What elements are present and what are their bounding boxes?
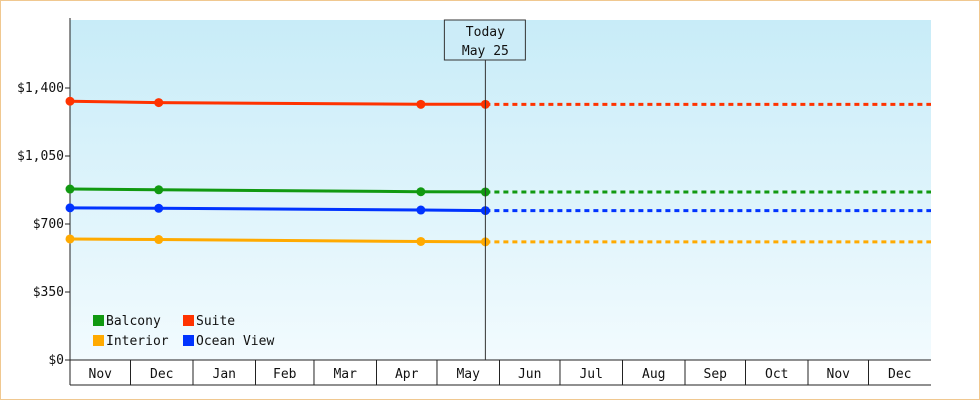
month-label: Dec	[150, 367, 173, 382]
data-point	[416, 187, 426, 197]
data-point	[65, 184, 75, 194]
y-tick-label: $700	[33, 217, 64, 232]
data-point	[416, 205, 426, 215]
month-label: Jul	[579, 367, 602, 382]
data-point	[416, 99, 426, 109]
month-label: Aug	[642, 367, 665, 382]
legend-label: Balcony	[106, 314, 161, 329]
legend-item: Ocean View	[183, 334, 274, 349]
legend: Balcony Suite Interior Ocean View	[93, 314, 274, 349]
series-line	[69, 237, 486, 244]
y-tick-label: $1,050	[17, 149, 64, 164]
y-tick-label: $0	[48, 353, 64, 368]
data-point	[154, 185, 164, 195]
data-point	[65, 96, 75, 106]
legend-label: Interior	[106, 334, 169, 349]
month-label: May	[456, 367, 480, 382]
month-label: Nov	[827, 367, 851, 382]
data-point	[65, 203, 75, 213]
legend-item: Balcony	[93, 314, 161, 329]
data-point	[154, 98, 164, 108]
series-layer	[65, 96, 931, 247]
series-line	[69, 99, 486, 106]
month-label: Oct	[765, 367, 788, 382]
series-line	[69, 206, 486, 213]
month-label: Mar	[333, 367, 357, 382]
month-label: Dec	[888, 367, 911, 382]
month-label: Jan	[213, 367, 236, 382]
series-suite	[65, 96, 931, 109]
data-point	[154, 203, 164, 213]
y-tick-label: $1,400	[17, 81, 64, 96]
y-axis: $0 $350 $700 $1,050 $1,400	[17, 18, 71, 368]
data-point	[65, 234, 75, 244]
month-label: Feb	[273, 367, 297, 382]
month-label: Nov	[89, 367, 113, 382]
today-box	[443, 19, 526, 61]
series-line	[69, 187, 486, 194]
legend-swatch	[93, 335, 104, 346]
x-axis: Nov Dec Jan Feb Mar Apr May Jun Jul Aug Sep Oct Nov D…	[69, 359, 931, 386]
data-point	[154, 235, 164, 245]
today-date: May 25	[462, 44, 509, 59]
legend-item: Suite	[183, 314, 235, 329]
legend-swatch	[93, 315, 104, 326]
data-point	[416, 236, 426, 246]
month-label: Apr	[395, 367, 419, 382]
series-balcony	[65, 184, 931, 197]
y-tick-label: $350	[33, 285, 64, 300]
series-ocean-view	[65, 203, 931, 216]
legend-swatch	[183, 315, 194, 326]
legend-label: Ocean View	[196, 334, 274, 349]
today-label: Today	[466, 25, 505, 40]
legend-item: Interior	[93, 334, 169, 349]
month-label: Sep	[704, 367, 728, 382]
legend-label: Suite	[196, 314, 235, 329]
month-label: Jun	[518, 367, 541, 382]
today-marker: Today May 25	[443, 19, 526, 360]
legend-swatch	[183, 335, 194, 346]
